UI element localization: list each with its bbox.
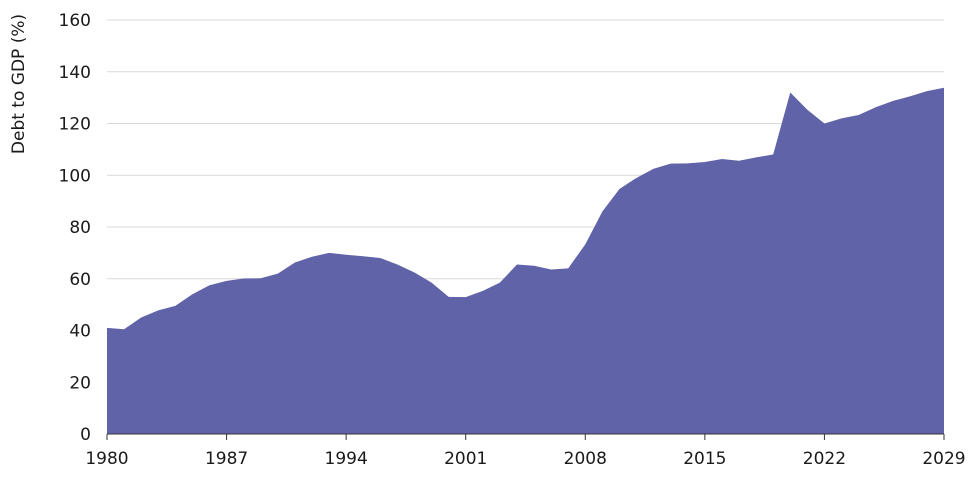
x-tick-label: 2008 (564, 449, 607, 469)
x-tick-label: 2029 (922, 449, 965, 469)
debt-to-gdp-area (107, 87, 944, 434)
y-tick-label: 140 (59, 63, 91, 83)
y-tick-label: 100 (59, 166, 91, 186)
y-axis-title: Debt to GDP (%) (9, 14, 29, 154)
x-tick-label: 1994 (325, 449, 368, 469)
x-tick-label: 2001 (444, 449, 487, 469)
y-tick-label: 60 (69, 270, 91, 290)
x-tick-label: 1980 (85, 449, 128, 469)
x-tick-label: 2015 (683, 449, 726, 469)
area-series-layer (107, 87, 944, 434)
y-tick-label: 20 (69, 373, 91, 393)
y-tick-label: 160 (59, 11, 91, 31)
y-tick-label: 0 (80, 425, 91, 445)
y-tick-label: 40 (69, 322, 91, 342)
x-tick-label: 1987 (205, 449, 248, 469)
x-tick-labels: 1980 1987 1994 2001 2008 2015 2022 2029 (85, 449, 965, 469)
y-tick-labels: 0 20 40 60 80 100 120 140 160 (59, 11, 91, 445)
y-tick-label: 80 (69, 218, 91, 238)
axes (106, 433, 945, 440)
y-tick-label: 120 (59, 115, 91, 135)
x-tick-label: 2022 (803, 449, 846, 469)
